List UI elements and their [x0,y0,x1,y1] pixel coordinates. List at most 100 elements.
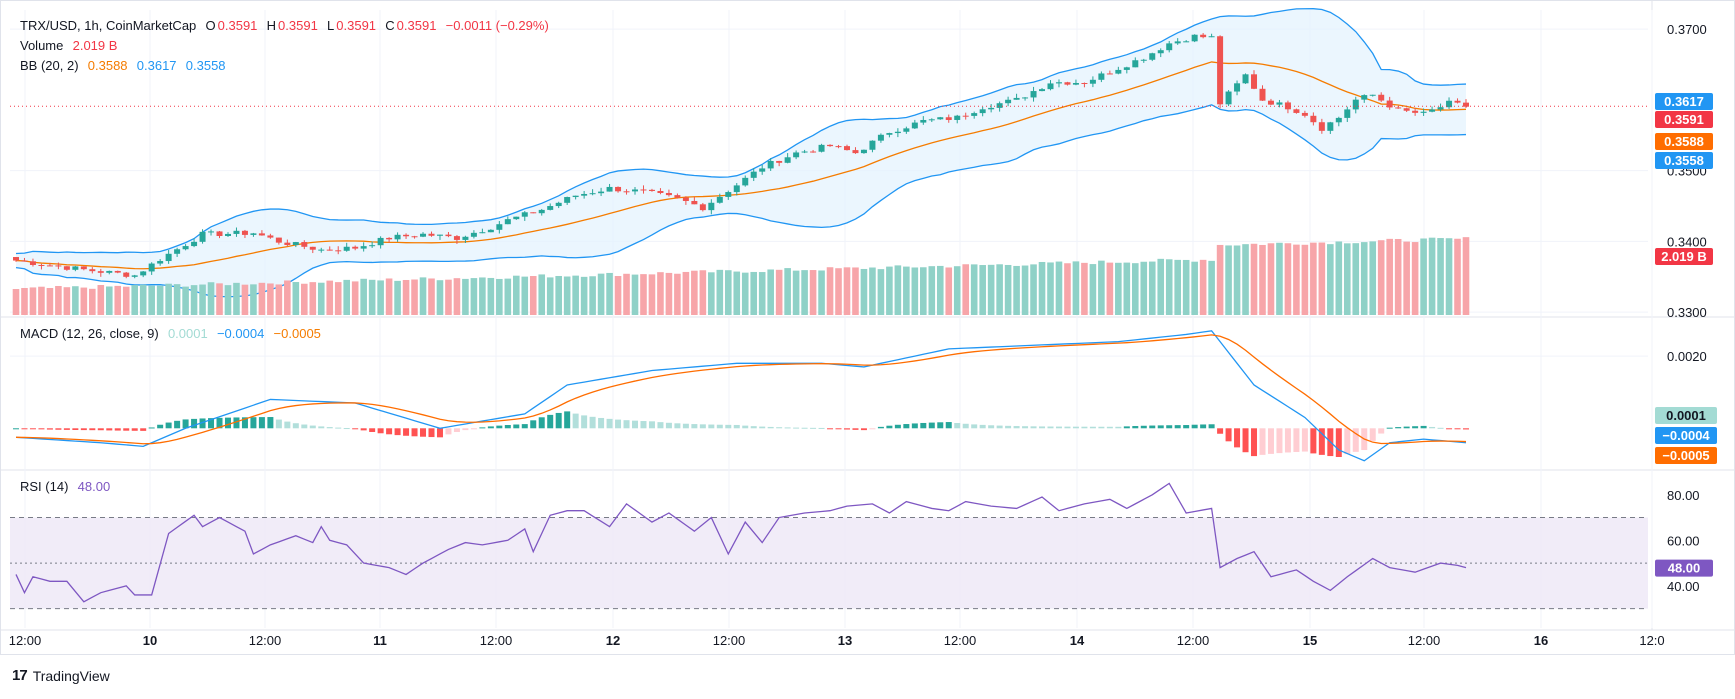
volume-bar [1233,245,1241,315]
volume-bar [97,285,105,315]
macd-histogram-bar [962,423,969,429]
volume-bar [1327,244,1334,315]
volume-bar [216,283,223,315]
macd-histogram-bar [784,427,791,429]
volume-bar [250,284,257,315]
volume-bar [1081,262,1088,315]
candle-body [716,196,723,203]
volume-bar [1369,241,1377,315]
candle-body [903,128,910,132]
volume-bar [1276,242,1283,315]
time-tick-label: 12 [606,633,620,648]
volume-bar [156,285,164,315]
volume-bar [1157,258,1165,315]
candle-body [827,144,834,147]
candle-body [742,177,749,186]
volume-bar [877,269,885,315]
macd-histogram-bar [911,423,918,429]
volume-bar [699,270,707,315]
volume-bar [903,266,910,315]
symbol-label[interactable]: TRX/USD, 1h, CoinMarketCap [20,18,197,33]
close-value: 0.3591 [396,18,437,33]
macd-histogram-bar [733,424,740,429]
volume-bar [809,270,817,315]
candle-body [615,186,622,192]
macd-histogram-bar [360,428,367,431]
volume-bar [377,280,384,315]
volume-bar [1343,243,1351,315]
candle-body [1403,108,1410,111]
bb-upper-value: 0.3617 [136,58,177,73]
macd-histogram-bar [436,428,443,438]
macd-histogram-bar [971,424,978,429]
macd-histogram-bar [250,417,257,429]
rsi-label[interactable]: RSI (14) [20,479,69,494]
candle-body [140,271,147,276]
price-label-text: 0.3558 [1664,153,1704,168]
candle-body [1030,91,1037,98]
macd-histogram-bar [487,426,494,429]
candle-body [453,236,460,240]
candle-body [1106,73,1113,75]
candle-body [1454,100,1461,103]
volume-bar [521,276,529,315]
volume-bar [148,285,155,315]
candle-body [241,230,248,235]
macd-histogram-bar [1310,428,1317,454]
price-label-tag [1655,111,1713,128]
tradingview-footer[interactable]: 17 TradingView [12,667,110,684]
macd-histogram-bar [55,428,62,430]
candle-body [988,107,995,110]
bb-upper-line [15,8,1467,255]
change-value: −0.0011 (−0.29%) [445,18,549,33]
candle-body [80,266,87,270]
volume-label-tag [1655,248,1713,265]
candle-body [1259,88,1266,101]
candle-body [1267,100,1274,105]
candle-body [267,235,274,238]
rsi-legend: RSI (14) 48.00 [20,479,112,494]
volume-bar [1216,244,1224,315]
candle-body [877,134,884,141]
volume-label[interactable]: Volume [20,38,64,53]
candle-body [606,186,613,192]
volume-bar [1267,243,1275,315]
macd-histogram-bar [326,427,333,429]
macd-histogram-bar [759,426,766,429]
candle-body [1013,97,1020,100]
macd-histogram-bar [453,428,460,432]
candle-body [309,246,316,250]
volume-bar [453,278,461,315]
candle-body [1039,89,1046,92]
volume-bar [614,276,622,315]
volume-bar [275,284,283,315]
candle-body [733,185,740,193]
candle-body [1327,122,1334,131]
macd-histogram-bar [301,424,308,429]
volume-bar [996,264,1003,315]
macd-histogram-bar [1200,424,1207,429]
volume-bar [351,281,359,315]
price-tick-label: 0.3700 [1667,22,1707,37]
macd-label[interactable]: MACD (12, 26, close, 9) [20,326,159,341]
volume-bar [1242,244,1249,315]
candle-body [420,233,427,237]
volume-bar [394,280,401,315]
macd-histogram-bar [1378,428,1385,434]
volume-bar [1225,245,1232,315]
candle-body [224,233,231,237]
bb-lower-value: 0.3558 [185,58,226,73]
bb-label[interactable]: BB (20, 2) [20,58,79,73]
volume-bar [1055,261,1063,315]
macd-histogram-bar [623,420,630,429]
volume-bar [716,269,724,315]
candle-body [1234,83,1241,92]
candle-body [1437,107,1444,110]
price-label-tag [1655,152,1713,169]
candle-body [496,224,503,230]
candle-body [479,232,486,234]
candle-body [767,160,774,169]
volume-bar [869,267,876,315]
